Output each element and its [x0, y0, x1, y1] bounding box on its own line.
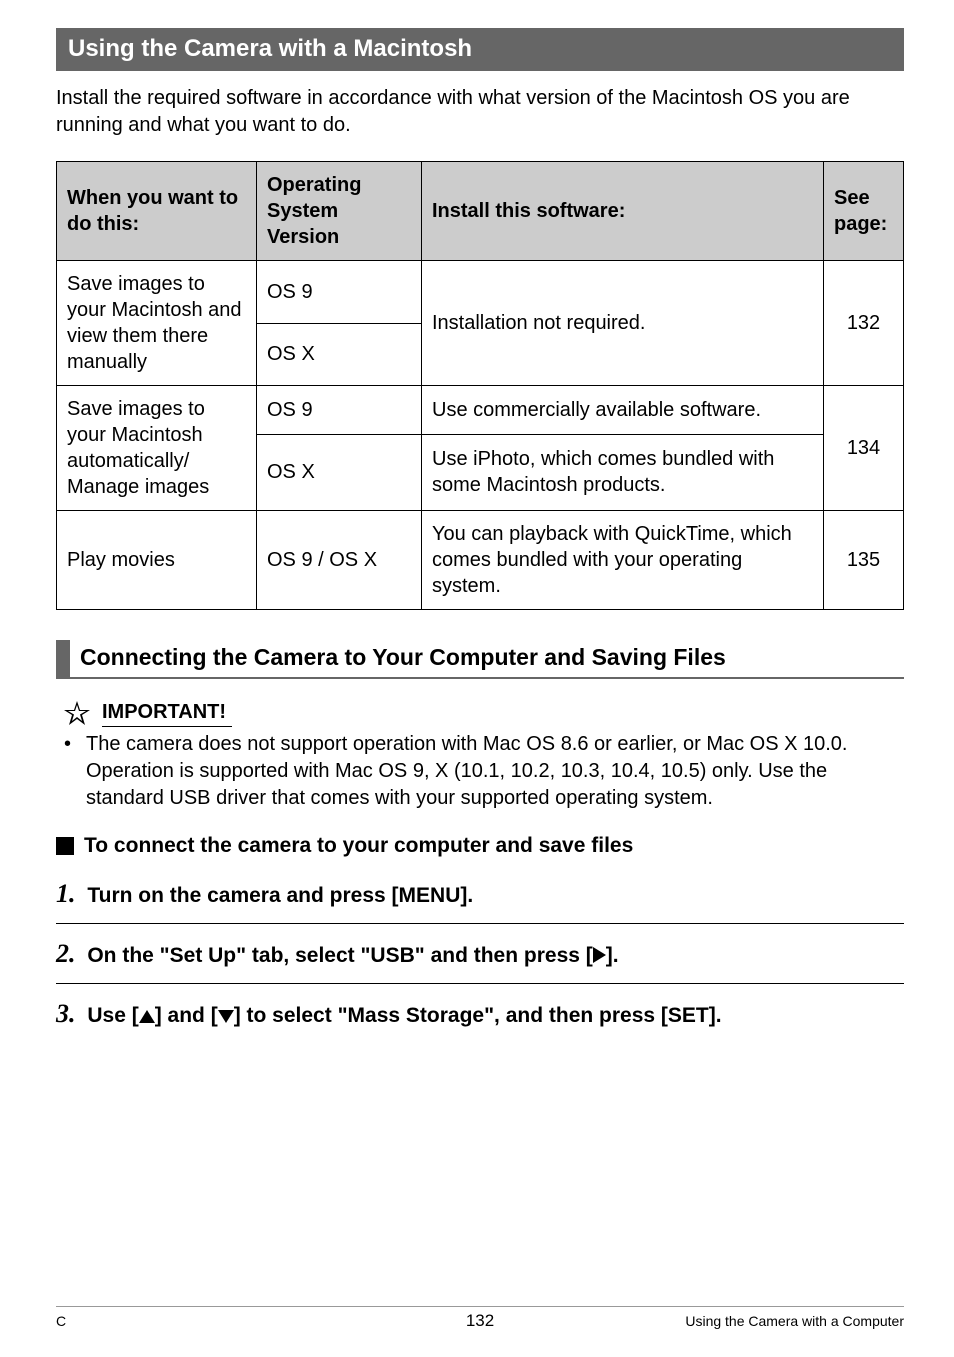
down-arrow-icon	[218, 1010, 234, 1023]
step-2-post: ].	[606, 944, 619, 967]
important-callout-header: IMPORTANT!	[56, 701, 904, 727]
cell-install-2a: Use commercially available software.	[422, 386, 824, 435]
cell-os-2a: OS 9	[257, 386, 422, 435]
cell-install-3: You can playback with QuickTime, which c…	[422, 511, 824, 610]
step-2-pre: On the "Set Up" tab, select "USB" and th…	[87, 944, 592, 967]
step-2-text: On the "Set Up" tab, select "USB" and th…	[87, 944, 618, 967]
step-1-text: Turn on the camera and press [MENU].	[87, 884, 473, 907]
cell-install-2b: Use iPhoto, which comes bundled with som…	[422, 434, 824, 510]
square-subheading-text: To connect the camera to your computer a…	[84, 834, 633, 858]
subsection-title: Connecting the Camera to Your Computer a…	[70, 640, 904, 679]
table-row: Save images to your Macintosh and view t…	[57, 261, 904, 324]
col-header-os: Operating System Version	[257, 162, 422, 261]
intro-paragraph: Install the required software in accorda…	[56, 85, 904, 139]
step-2-number: 2.	[56, 939, 76, 968]
page-footer: C 132 Using the Camera with a Computer	[56, 1306, 904, 1329]
step-3-number: 3.	[56, 999, 76, 1028]
table-header-row: When you want to do this: Operating Syst…	[57, 162, 904, 261]
cell-os-2b: OS X	[257, 434, 422, 510]
step-3-b: ] and [	[155, 1004, 218, 1027]
step-1-number: 1.	[56, 879, 76, 908]
step-1: 1. Turn on the camera and press [MENU].	[56, 876, 904, 924]
col-header-install: Install this software:	[422, 162, 824, 261]
right-arrow-icon	[593, 947, 606, 963]
step-3-text: Use [ ] and [ ] to select "Mass Storage", …	[87, 1004, 721, 1027]
cell-when-3: Play movies	[57, 511, 257, 610]
table-row: Play movies OS 9 / OS X You can playback…	[57, 511, 904, 610]
footer-left: C	[56, 1313, 66, 1329]
step-3-a: Use [	[87, 1004, 138, 1027]
table-row: Save images to your Macintosh automatica…	[57, 386, 904, 435]
up-arrow-icon	[139, 1010, 155, 1023]
cell-when-2: Save images to your Macintosh automatica…	[57, 386, 257, 511]
cell-page-3: 135	[824, 511, 904, 610]
important-bullet-text: The camera does not support operation wi…	[56, 731, 904, 812]
step-2: 2. On the "Set Up" tab, select "USB" and…	[56, 936, 904, 984]
cell-os-1a: OS 9	[257, 261, 422, 324]
cell-page-1: 132	[824, 261, 904, 386]
compatibility-table: When you want to do this: Operating Syst…	[56, 161, 904, 610]
section-heading-text: Using the Camera with a Macintosh	[68, 35, 472, 62]
important-star-icon	[62, 701, 92, 727]
cell-page-2: 134	[824, 386, 904, 511]
col-header-when: When you want to do this:	[57, 162, 257, 261]
footer-right: Using the Camera with a Computer	[685, 1313, 904, 1329]
step-3: 3. Use [ ] and [ ] to select "Mass Storage…	[56, 996, 904, 1043]
col-header-see: See page:	[824, 162, 904, 261]
step-3-c: ] to select "Mass Storage", and then pre…	[234, 1004, 722, 1027]
footer-page-number: 132	[466, 1311, 494, 1331]
cell-when-1: Save images to your Macintosh and view t…	[57, 261, 257, 386]
cell-install-1: Installation not required.	[422, 261, 824, 386]
cell-os-1b: OS X	[257, 323, 422, 386]
subsection-accent-bar	[56, 640, 70, 679]
important-label: IMPORTANT!	[102, 701, 232, 727]
cell-os-3: OS 9 / OS X	[257, 511, 422, 610]
square-subheading: To connect the camera to your computer a…	[56, 834, 904, 858]
subsection-heading: Connecting the Camera to Your Computer a…	[56, 640, 904, 679]
square-bullet-icon	[56, 837, 74, 855]
section-heading-bar: Using the Camera with a Macintosh	[56, 28, 904, 71]
